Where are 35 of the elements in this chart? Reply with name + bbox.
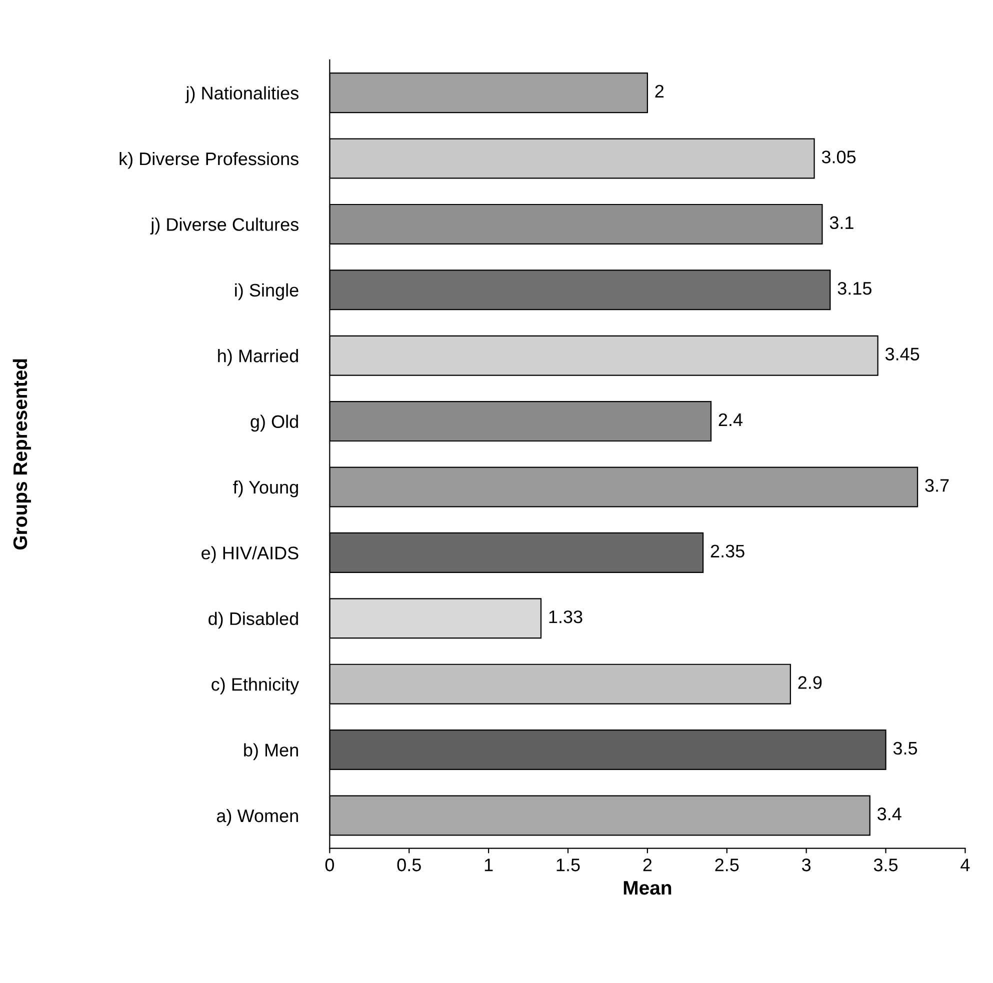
x-tick-label: 0 [325,858,334,872]
x-tick-label: 2 [643,858,652,872]
data-label: 3.05 [822,150,856,164]
y-axis-title: Groups Represented [12,359,31,550]
data-label: 2.9 [798,676,822,689]
data-label: 2.35 [710,544,744,558]
x-tick-label: 4 [960,858,970,872]
y-tick-label: h) Married [218,349,298,366]
data-label: 3.1 [830,216,854,230]
y-tick-label: f) Young [233,480,298,498]
x-tick-label: 0.5 [397,858,421,872]
x-tick-label: 1.5 [556,858,580,872]
y-tick-label: g) Old [250,414,298,432]
y-tick-label: b) Men [244,743,298,760]
data-label: 2.4 [718,413,743,426]
data-label: 3.45 [885,348,920,360]
y-tick-label: j) Diverse Cultures [150,218,298,234]
x-axis-title: Mean [624,881,672,895]
data-label: 2 [655,84,664,98]
y-tick-label: c) Ethnicity [212,678,300,694]
data-label: 3.4 [878,808,902,820]
x-tick-label: 3.5 [874,858,898,872]
y-tick-label: a) Women [216,808,298,826]
x-tick-label: 1 [484,858,493,872]
y-tick-label: e) HIV/AIDS [202,546,298,563]
data-label: 1.33 [549,610,582,624]
data-label: 3.5 [893,742,918,755]
data-label: 3.7 [925,479,949,492]
y-tick-label: i) Single [235,283,298,300]
y-tick-label: k) Diverse Professions [120,152,298,169]
x-tick-label: 2.5 [715,858,739,872]
y-tick-label: d) Disabled [208,612,298,629]
y-tick-label: j) Nationalities [185,86,298,104]
x-tick-label: 3 [802,858,811,872]
data-label: 3.15 [838,282,872,295]
